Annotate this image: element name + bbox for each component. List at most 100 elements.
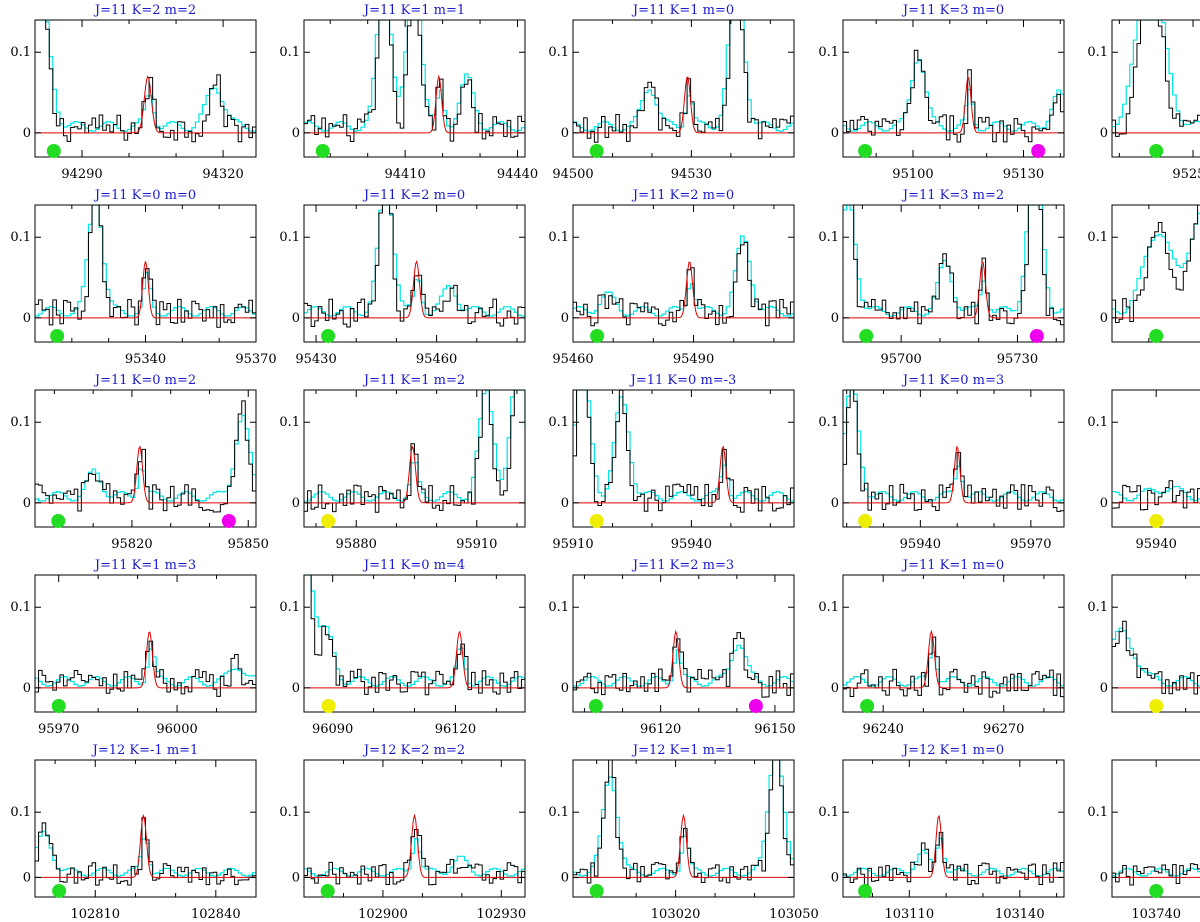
- y-tick-label: 0.1: [548, 415, 569, 430]
- y-tick-label: 0: [292, 681, 300, 696]
- panel-title: J=11 K=1 m=0: [631, 3, 734, 18]
- observed-spectrum: [573, 20, 794, 143]
- line-model: [573, 76, 794, 134]
- plot-frame: [34, 759, 257, 898]
- x-tick-label: 95460: [552, 352, 593, 367]
- plot-area: [573, 390, 794, 513]
- y-tick-label: 0: [1100, 126, 1108, 141]
- panel-7: J=11 K=2 m=0 0 0.1 95430 95460: [279, 188, 526, 367]
- yellow-marker: [1149, 514, 1164, 528]
- plot-frame: [572, 204, 795, 343]
- model-spectrum: [573, 644, 794, 687]
- line-model: [573, 261, 794, 319]
- x-tick-label: 102900: [358, 907, 408, 922]
- model-spectrum: [573, 390, 794, 502]
- panel-3: J=11 K=1 m=0 0 0.1 94500 94530: [548, 3, 795, 182]
- model-spectrum: [304, 575, 525, 687]
- plot-area: [35, 205, 256, 328]
- y-tick-label: 0.1: [1087, 805, 1108, 820]
- panel-title: J=11 K=0 m=2: [93, 373, 196, 388]
- plot-frame: [34, 574, 257, 713]
- line-model: [304, 445, 525, 504]
- y-tick-label: 0: [1100, 870, 1108, 885]
- x-tick-label: 95820: [111, 537, 152, 552]
- observed-spectrum: [843, 205, 1064, 326]
- panel-title: J=11 K=1 m=2: [362, 373, 465, 388]
- line-model: [573, 629, 794, 689]
- line-model: [35, 261, 256, 319]
- green-marker: [1149, 884, 1164, 898]
- model-spectrum: [304, 20, 525, 132]
- plot-frame: [842, 19, 1065, 158]
- plot-frame: [1111, 389, 1200, 528]
- panel-10: J=1100.1: [1087, 204, 1200, 343]
- x-tick-label: 95850: [228, 537, 269, 552]
- y-tick-label: 0.1: [10, 230, 31, 245]
- x-tick-label: 96090: [312, 722, 353, 737]
- plot-area: [573, 760, 794, 884]
- panel-title: J=11 K=2 m=0: [362, 188, 465, 203]
- green-marker: [590, 329, 605, 343]
- y-tick-label: 0.1: [818, 600, 839, 615]
- plot-area: [573, 235, 794, 327]
- panel-13: J=11 K=0 m=-3 0 0.1 95910 95940: [548, 373, 795, 552]
- observed-spectrum: [573, 390, 794, 513]
- panel-title: J=11 K=0 m=4: [362, 558, 465, 573]
- observed-spectrum: [35, 20, 256, 143]
- model-spectrum: [1112, 485, 1200, 502]
- y-tick-label: 0.1: [818, 415, 839, 430]
- plot-area: [35, 400, 256, 513]
- observed-spectrum: [1112, 620, 1200, 695]
- green-marker: [589, 144, 604, 158]
- x-tick-label: 96150: [754, 722, 795, 737]
- line-model: [843, 260, 1064, 319]
- model-spectrum: [35, 205, 256, 317]
- observed-spectrum: [573, 632, 794, 698]
- y-tick-label: 0.1: [279, 805, 300, 820]
- observed-spectrum: [843, 831, 1064, 886]
- panel-title: J=11 K=2 m=0: [631, 188, 734, 203]
- panel-19: J=11 K=1 m=0 0 0.1 96240 96270: [818, 558, 1065, 737]
- plot-frame: [303, 759, 526, 898]
- x-tick-label: 103140: [995, 907, 1045, 922]
- model-spectrum: [843, 837, 1064, 877]
- plot-area: [35, 813, 256, 886]
- model-spectrum: [843, 58, 1064, 132]
- plot-area: [35, 631, 256, 697]
- panel-title: J=11 K=0 m=0: [93, 188, 196, 203]
- y-tick-label: 0: [561, 870, 569, 885]
- green-marker: [859, 329, 874, 343]
- panel-title: J=11 K=0 m=-3: [629, 373, 737, 388]
- y-tick-label: 0.1: [1087, 230, 1108, 245]
- yellow-marker: [589, 514, 604, 528]
- panel-9: J=11 K=3 m=2 0 0.1 95700 95730: [818, 188, 1065, 367]
- panel-title: J=11 K=1 m=0: [901, 558, 1004, 573]
- x-tick-label: 94500: [552, 167, 593, 182]
- panel-8: J=11 K=2 m=0 0 0.1 95460 95490: [548, 188, 795, 367]
- green-marker: [320, 884, 335, 898]
- plot-frame: [572, 19, 795, 158]
- plot-frame: [572, 389, 795, 528]
- model-spectrum: [304, 390, 525, 502]
- yellow-marker: [321, 514, 336, 528]
- model-spectrum: [304, 205, 525, 317]
- line-model: [35, 813, 256, 878]
- y-tick-label: 0: [561, 681, 569, 696]
- green-marker: [50, 329, 65, 343]
- y-tick-label: 0.1: [1087, 45, 1108, 60]
- x-tick-label: 95340: [125, 352, 166, 367]
- model-spectrum: [843, 205, 1064, 317]
- x-tick-label: 96000: [156, 722, 197, 737]
- panel-12: J=11 K=1 m=2 0 0.1 95880 95910: [279, 373, 526, 552]
- yellow-marker: [1149, 699, 1164, 713]
- y-tick-label: 0: [1100, 681, 1108, 696]
- x-tick-label: 96120: [435, 722, 476, 737]
- plot-frame: [1111, 574, 1200, 713]
- panel-5: J=1100.195250: [1087, 19, 1200, 182]
- plot-area: [304, 390, 525, 513]
- x-tick-label: 102930: [477, 907, 527, 922]
- x-tick-label: 103020: [651, 907, 701, 922]
